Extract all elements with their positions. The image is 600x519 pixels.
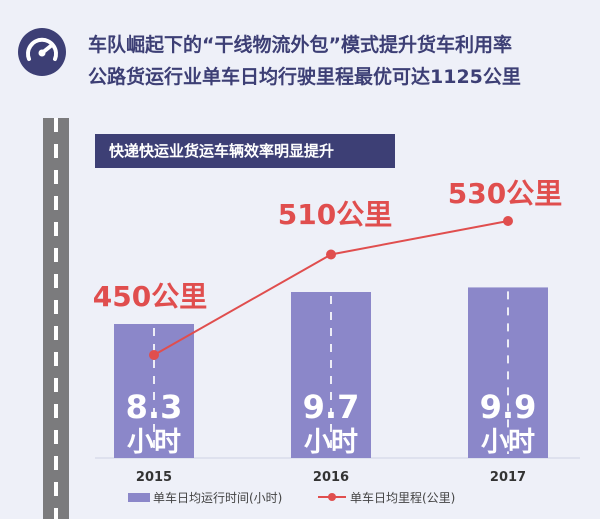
header-title-line2: 公路货运行业单车日均行驶里程最优可达1125公里 — [88, 66, 521, 88]
line-value-label: 510公里 — [278, 198, 392, 231]
line-point-2017 — [503, 216, 513, 226]
legend-line-label: 单车日均里程(公里) — [350, 490, 455, 505]
chart-title: 快递快运业货运车辆效率明显提升 — [95, 134, 395, 168]
bar-value-label: 8.3 — [126, 388, 183, 426]
line-value-label: 530公里 — [448, 177, 562, 210]
legend-bar-label: 单车日均运行时间(小时) — [153, 490, 282, 505]
x-tick-label: 2016 — [313, 470, 349, 485]
x-tick-label: 2017 — [490, 470, 526, 485]
bar-unit-label: 小时 — [304, 427, 358, 458]
line-value-label: 450公里 — [93, 280, 207, 313]
x-tick-label: 2015 — [136, 470, 172, 485]
bar-value-label: 9.7 — [303, 388, 360, 426]
bar-value-label: 9.9 — [480, 388, 537, 426]
legend-line-marker — [328, 493, 336, 501]
line-point-2016 — [326, 249, 336, 260]
bar-unit-label: 小时 — [481, 427, 535, 458]
road-decoration — [43, 118, 69, 519]
legend-bar-swatch — [128, 493, 150, 502]
bar-unit-label: 小时 — [127, 427, 181, 458]
line-point-2015 — [149, 350, 159, 360]
road-center-line — [54, 118, 58, 519]
header-title-line1: 车队崛起下的“干线物流外包”模式提升货车利用率 — [88, 34, 512, 56]
speedometer-icon — [18, 28, 66, 76]
